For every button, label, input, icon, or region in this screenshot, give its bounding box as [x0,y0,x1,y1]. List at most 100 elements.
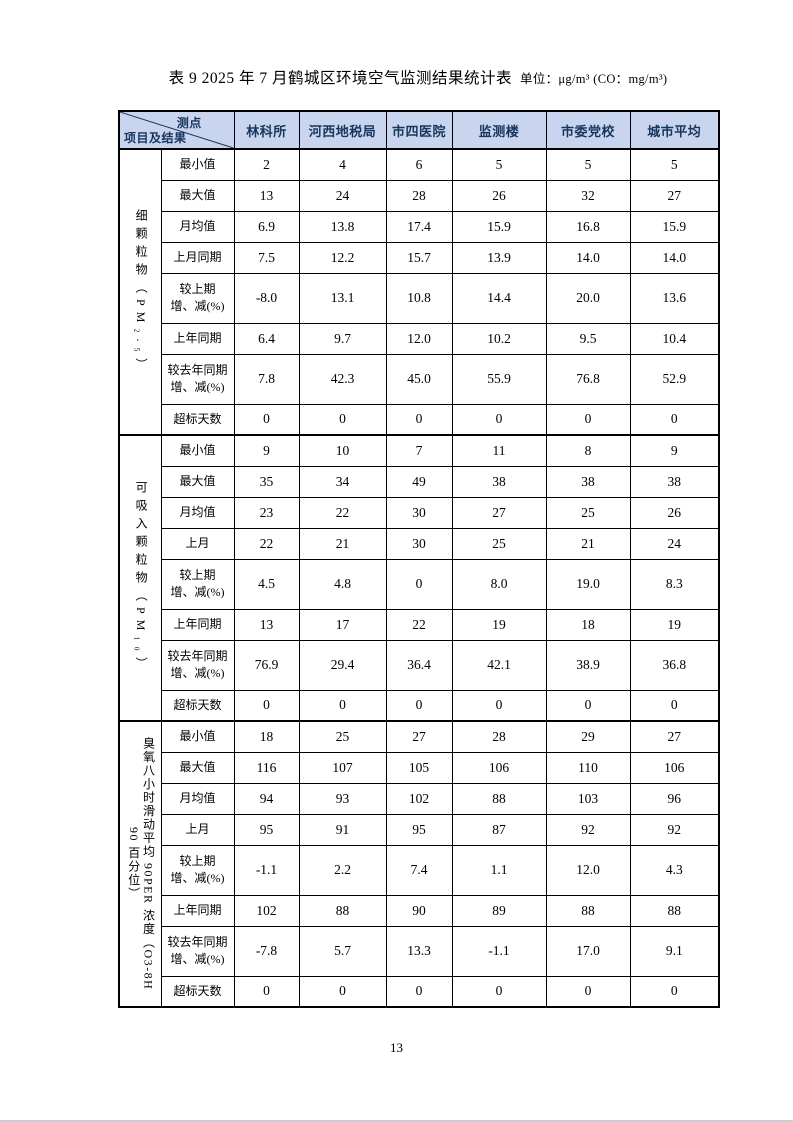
data-cell: -8.0 [233,272,300,324]
column-header-shisiyiyuan: 市四医院 [385,110,453,150]
data-cell: 0 [629,403,720,436]
data-cell: 94 [233,782,300,815]
data-cell: 18 [233,720,300,753]
data-cell: 0 [385,689,453,722]
data-cell: 87 [451,813,547,846]
data-cell: 16.8 [545,210,631,243]
row-label: 上月 [160,813,235,846]
data-cell: 19 [451,608,547,641]
data-cell: 88 [451,782,547,815]
table-row: 月均值 6.9 13.8 17.4 15.9 16.8 15.9 [119,210,720,243]
table-row: 较去年同期 增、减(%) 7.8 42.3 45.0 55.9 76.8 52.9 [119,353,720,405]
data-cell: 55.9 [451,353,547,405]
section-2: 可吸入颗粒物（PM₁₀） 最小值 9 10 7 11 8 9 最大值 35 34 49 38 38 38 月均… [118,434,720,722]
data-cell: 8.0 [451,558,547,610]
data-cell: 7 [385,434,453,467]
header-corner-cell: 测点 项目及结果 [118,110,235,150]
data-cell: 95 [385,813,453,846]
data-cell: 88 [629,894,720,927]
data-cell: 9 [629,434,720,467]
data-cell: 0 [233,403,300,436]
data-cell: 0 [385,558,453,610]
data-cell: 15.9 [629,210,720,243]
data-cell: 25 [451,527,547,560]
data-cell: 92 [629,813,720,846]
row-label: 超标天数 [160,975,235,1008]
data-cell: 0 [233,975,300,1008]
data-cell: 21 [545,527,631,560]
data-cell: 28 [451,720,547,753]
data-cell: 12.2 [298,241,387,274]
data-cell: 14.4 [451,272,547,324]
data-cell: 106 [629,751,720,784]
data-cell: 90 [385,894,453,927]
data-cell: 5 [545,148,631,181]
data-cell: 106 [451,751,547,784]
data-cell: 9.5 [545,322,631,355]
data-cell: 0 [629,975,720,1008]
table-title: 表 9 2025 年 7 月鹤城区环境空气监测结果统计表 [168,70,513,87]
data-cell: 10.2 [451,322,547,355]
group-label-cell-1: 细颗粒物（PM₂.₅） [118,148,162,436]
data-cell: 20.0 [545,272,631,324]
data-cell: 9 [233,434,300,467]
row-label: 较去年同期 增、减(%) [160,639,235,691]
table-row: 臭氧八小时滑动平均 90PER 浓度（O3-8H 90 百分位） 最小值 18 25 27… [118,720,720,1008]
data-cell: 96 [629,782,720,815]
data-cell: 38.9 [545,639,631,691]
data-cell: 0 [385,975,453,1008]
row-label: 超标天数 [160,689,235,722]
row-label: 最大值 [160,465,235,498]
data-cell: 7.4 [385,844,453,896]
data-cell: 13.8 [298,210,387,243]
data-cell: 92 [545,813,631,846]
row-label: 较去年同期 增、减(%) [160,925,235,977]
data-cell: 38 [451,465,547,498]
data-cell: 2.2 [298,844,387,896]
data-cell: 15.9 [451,210,547,243]
data-cell: 10 [298,434,387,467]
data-cell: 7.8 [233,353,300,405]
row-label: 最小值 [160,720,235,753]
table-unit-label: 单位：μg/m³ (CO：mg/m³) [520,72,668,86]
data-cell: 102 [233,894,300,927]
table-row: 超标天数 0 0 0 0 0 0 [119,403,720,436]
section-3: 臭氧八小时滑动平均 90PER 浓度（O3-8H 90 百分位） 最小值 18 25 27… [118,720,720,1008]
row-label: 上年同期 [160,608,235,641]
data-cell: 22 [385,608,453,641]
data-cell: 13.3 [385,925,453,977]
data-cell: 27 [451,496,547,529]
data-cell: 13.9 [451,241,547,274]
row-label: 较去年同期 增、减(%) [160,353,235,405]
data-cell: 5 [629,148,720,181]
data-cell: 49 [385,465,453,498]
data-cell: 91 [298,813,387,846]
data-cell: 0 [451,403,547,436]
data-cell: 10.8 [385,272,453,324]
data-cell: 0 [298,403,387,436]
data-cell: 5.7 [298,925,387,977]
data-cell: 13.6 [629,272,720,324]
table-row: 较去年同期 增、减(%) 76.9 29.4 36.4 42.1 38.9 36.8 [119,639,720,691]
table-row: 超标天数 0 0 0 0 0 0 [119,689,720,722]
data-cell: 13.1 [298,272,387,324]
data-cell: 1.1 [451,844,547,896]
data-cell: 88 [298,894,387,927]
data-cell: 22 [233,527,300,560]
data-cell: 14.0 [545,241,631,274]
data-cell: 24 [298,179,387,212]
data-cell: 76.9 [233,639,300,691]
data-cell: 0 [298,975,387,1008]
page-number: 13 [390,1040,403,1055]
data-cell: 13 [233,608,300,641]
data-cell: 93 [298,782,387,815]
data-cell: 4 [298,148,387,181]
data-cell: 27 [385,720,453,753]
column-header-shiweidangxiao: 市委党校 [545,110,631,150]
table-row: 可吸入颗粒物（PM₁₀） 最小值 9 10 7 11 8 9 [118,434,720,722]
data-cell: 6.9 [233,210,300,243]
table-row: 较上期 增、减(%) -1.1 2.2 7.4 1.1 12.0 4.3 [119,844,720,896]
data-cell: 0 [545,975,631,1008]
row-label: 较上期 增、减(%) [160,844,235,896]
data-cell: 29.4 [298,639,387,691]
